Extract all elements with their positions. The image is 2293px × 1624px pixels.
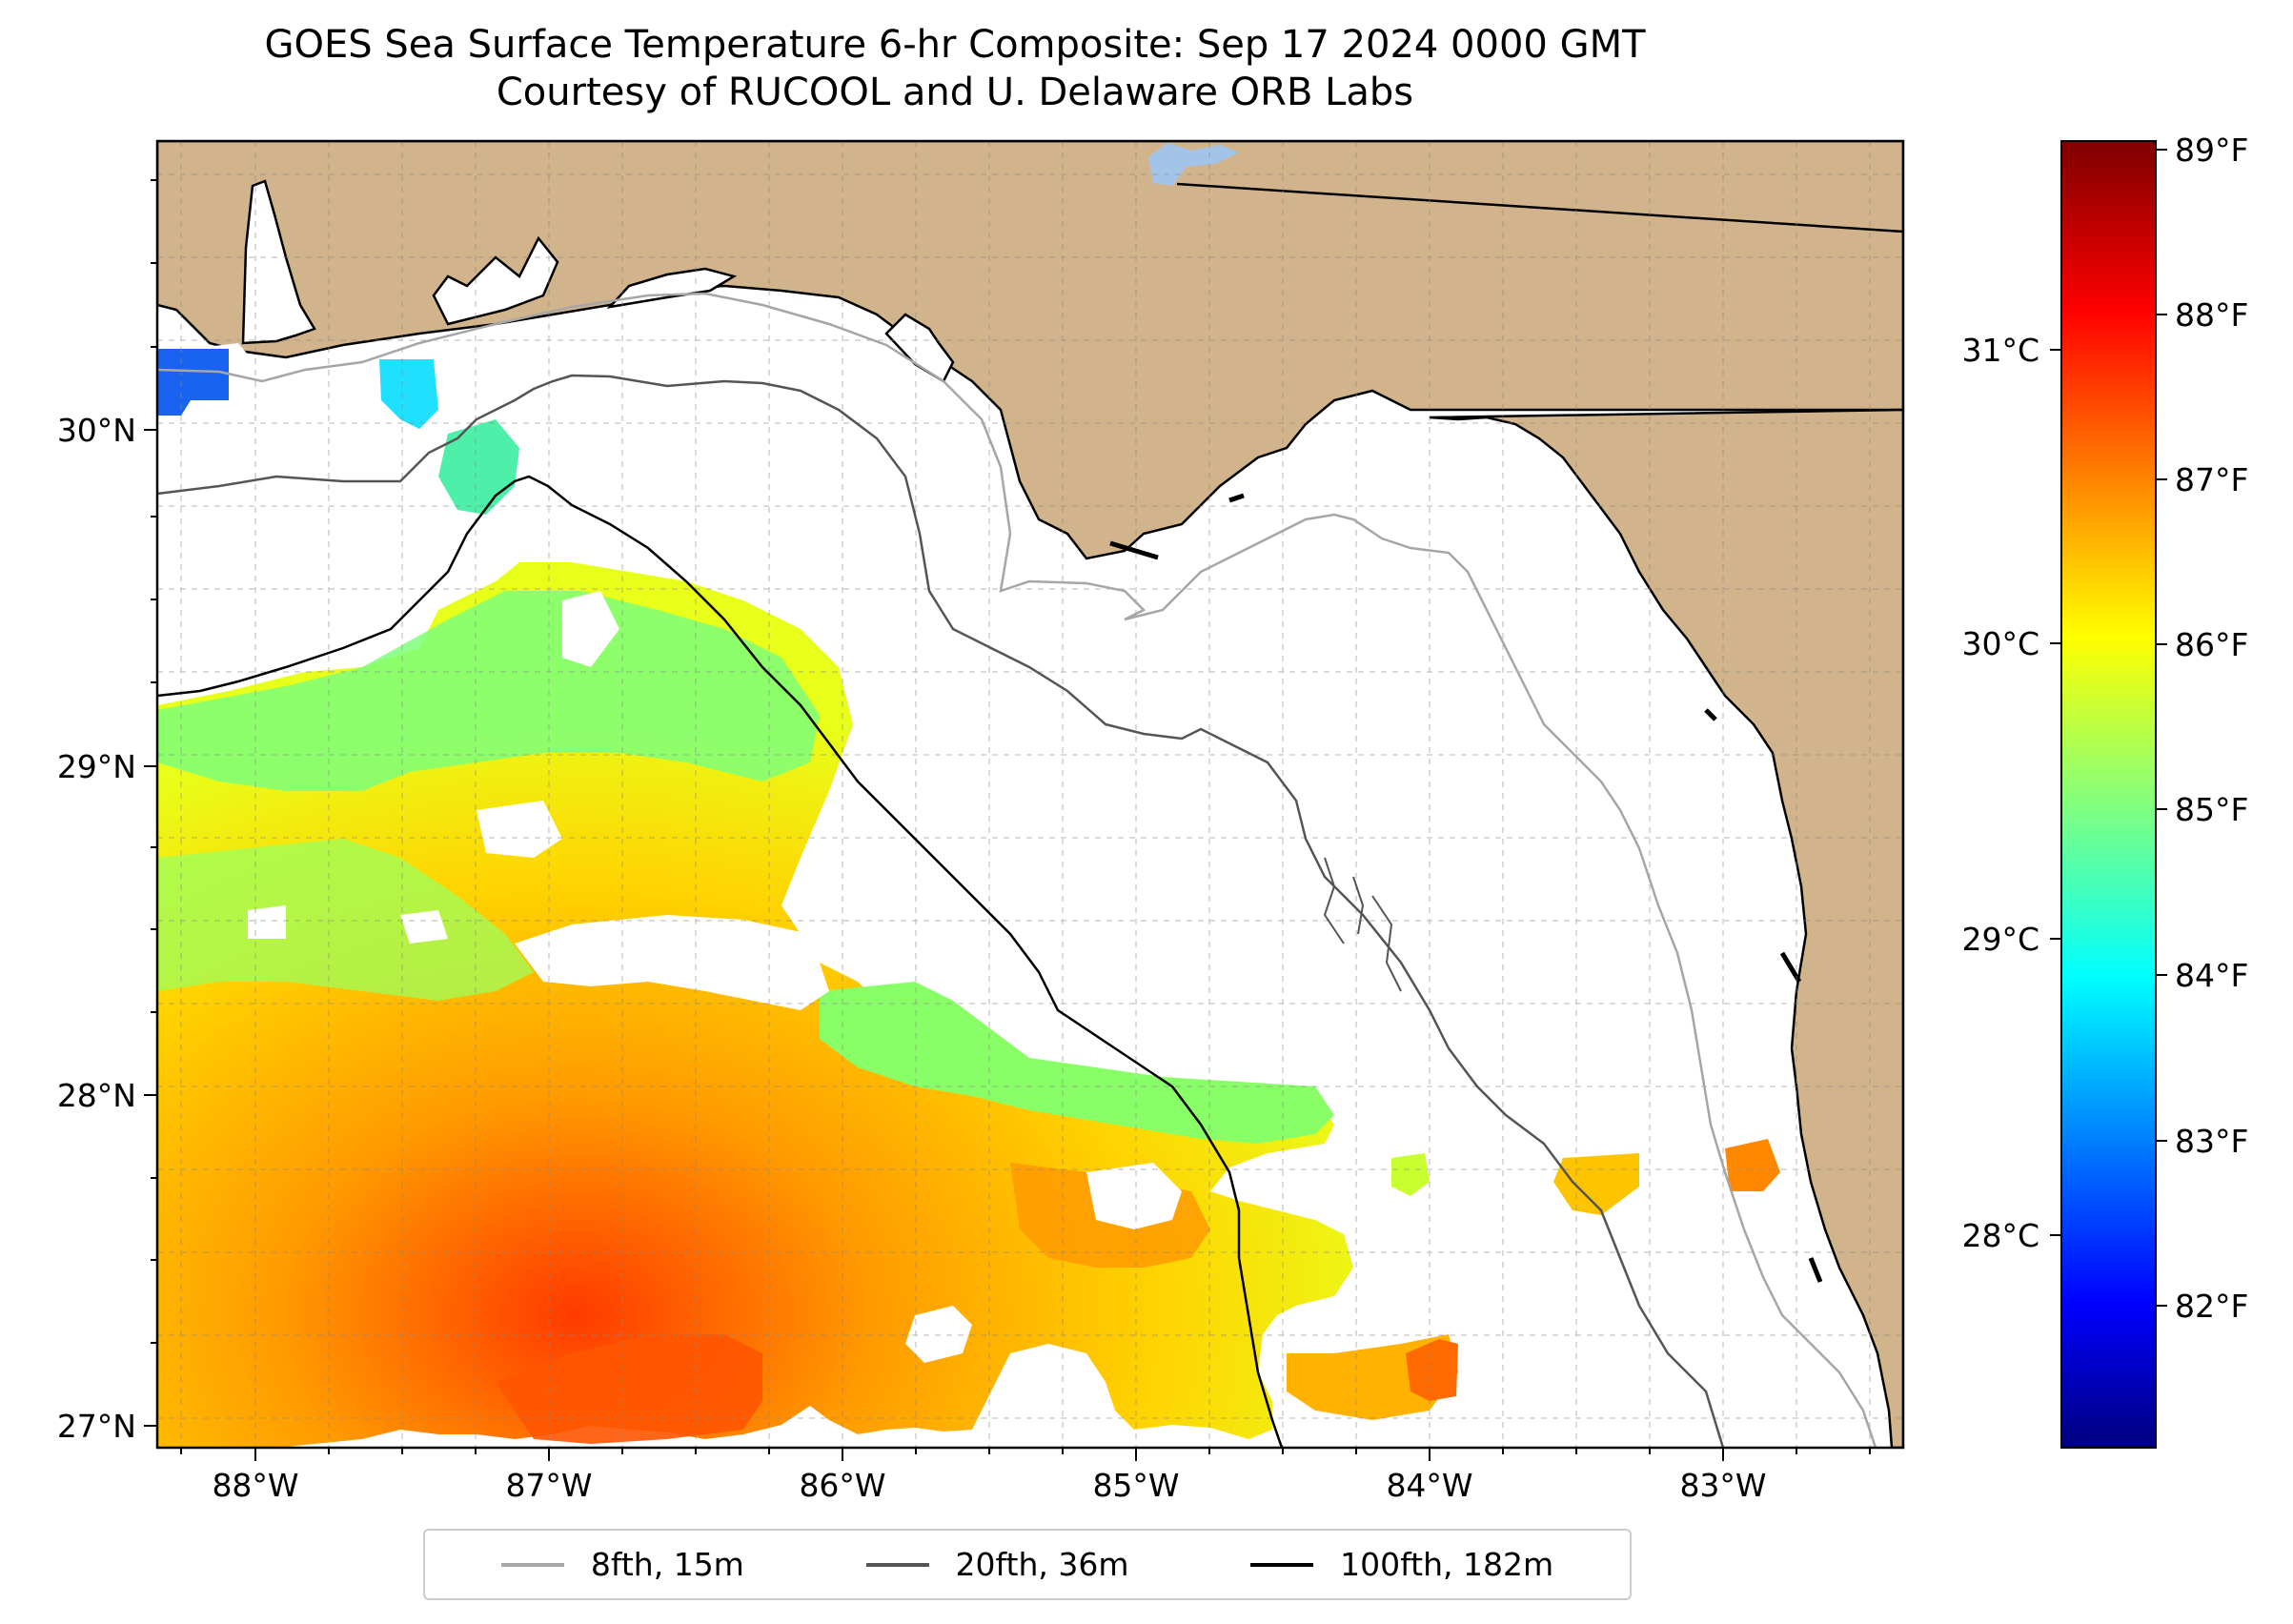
gap-4 [400,910,448,944]
colorbar-f-label: 88°F [2175,296,2248,334]
gap-1 [477,801,562,858]
x-tick-label: 87°W [505,1467,592,1504]
x-tick-label: 85°W [1092,1467,1179,1504]
legend-label: 8fth, 15m [590,1546,744,1583]
colorbar-scale [2060,140,2157,1449]
y-tick-label: 28°N [57,1077,136,1114]
x-tick-label: 83°W [1679,1467,1766,1504]
legend-label: 100fth, 182m [1340,1546,1554,1583]
contour-100fth [157,475,1284,1448]
colorbar-f-labels: 82°F 83°F 84°F 85°F 86°F 87°F 88°F 89°F [2175,132,2248,1325]
sst-patch-gulf-green [820,982,1334,1144]
colorbar-f-label: 89°F [2175,132,2248,169]
y-tick-label: 29°N [57,748,136,785]
chart-title: GOES Sea Surface Temperature 6-hr Compos… [0,21,1910,116]
colorbar-f-ticks [2156,149,2167,1307]
land-north [157,141,1903,560]
legend-item: 100fth, 182m [1250,1546,1553,1583]
colorbar-f-label: 87°F [2175,461,2248,498]
sst-patch-blue [157,349,229,416]
legend-swatch-8fth [500,1562,564,1567]
legend-item: 8fth, 15m [500,1546,744,1583]
x-tick-label: 84°W [1386,1467,1472,1504]
y-tick-label: 30°N [57,412,136,449]
title-line-1: GOES Sea Surface Temperature 6-hr Compos… [264,23,1646,67]
colorbar-c-label: 31°C [1961,332,2039,369]
x-tick-label: 86°W [799,1467,885,1504]
lake-shape [1148,143,1239,186]
x-tick-labels: 88°W 87°W 86°W 85°W 84°W 83°W [212,1467,1766,1504]
sst-patch-green-band [157,591,820,791]
title-line-2: Courtesy of RUCOOL and U. Delaware ORB L… [496,71,1414,114]
sst-patch-green-south [157,839,534,1001]
gap-6 [1086,1163,1182,1229]
land-florida [1429,408,1903,1448]
sst-patch-east-3 [1725,1139,1780,1191]
colorbar-c-labels: 28°C 29°C 30°C 31°C [1961,332,2039,1254]
colorbar-c-label: 29°C [1961,921,2039,958]
colorbar-c-ticks [2050,349,2061,1236]
contour-8fth [157,292,1877,1448]
sst-data [157,349,1780,1448]
colorbar-f-label: 85°F [2175,791,2248,828]
map-frame [155,139,1905,1450]
colorbar-f-label: 84°F [2175,957,2248,994]
legend-swatch-100fth [1250,1562,1314,1567]
gap-3 [248,905,286,939]
colorbar-f-label: 86°F [2175,626,2248,663]
map-grid [157,141,1903,1448]
sst-patch-east-1 [1391,1153,1430,1196]
state-border [1176,182,1903,233]
y-axis [144,179,157,1427]
contour-20fth [157,374,1725,1448]
colorbar-c-label: 30°C [1961,625,2039,662]
colorbar-c-label: 28°C [1961,1217,2039,1254]
gap-2 [562,591,619,667]
sst-patch-east-5 [1406,1339,1458,1401]
gap-7 [905,1306,972,1363]
colorbar-f-label: 83°F [2175,1123,2248,1160]
colorbar: 82°F 83°F 84°F 85°F 86°F 87°F 88°F 89°F … [1961,132,2248,1449]
x-tick-label: 88°W [212,1467,298,1504]
pensacola-bay [432,235,559,326]
sst-patch-hot-core [496,1334,762,1444]
legend-item: 20fth, 36m [865,1546,1129,1583]
gap-5 [515,915,829,1010]
colorbar-f-label: 82°F [2175,1288,2248,1325]
x-axis [180,1448,1871,1461]
map-area [157,141,1903,1448]
sst-patch-cyan [379,359,438,429]
legend-swatch-20fth [865,1562,929,1567]
legend: 8fth, 15m 20fth, 36m 100fth, 182m [423,1529,1632,1600]
y-tick-labels: 27°N 28°N 29°N 30°N [57,412,136,1445]
big-bend-islands [1323,857,1402,992]
sst-patch-mint [438,419,519,515]
sst-patch-east-2 [1553,1153,1639,1215]
legend-label: 20fth, 36m [955,1546,1129,1583]
y-tick-label: 27°N [57,1408,136,1445]
